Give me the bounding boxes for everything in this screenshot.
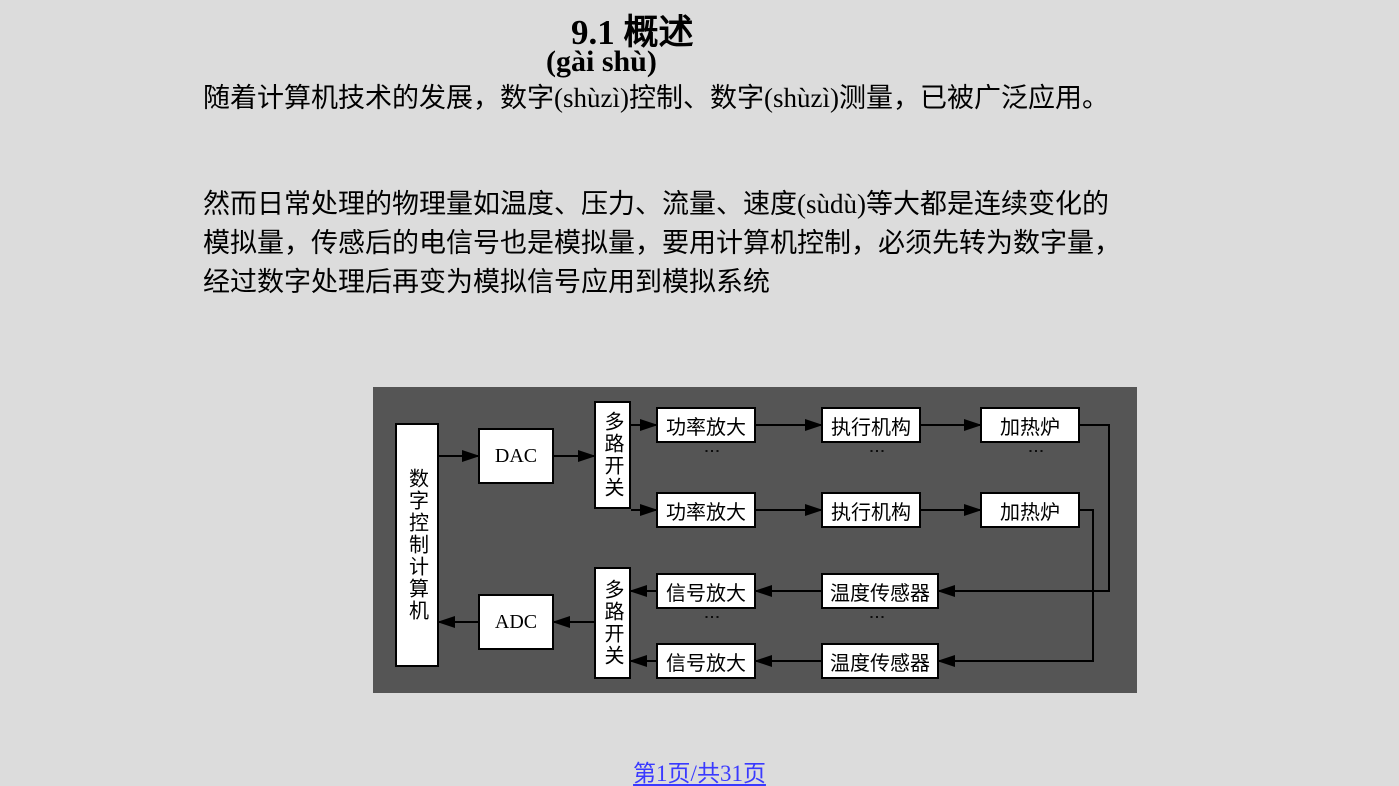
vdots-icon: ⋮ (867, 443, 886, 457)
node-digital-control-computer: 数字控制计算机 (395, 423, 439, 667)
section-subtitle-pinyin: (gài shù) (546, 45, 657, 79)
node-temp-sensor-2: 温度传感器 (821, 643, 939, 679)
node-temp-sensor-1: 温度传感器 (821, 573, 939, 609)
vdots-icon: ⋮ (702, 609, 721, 623)
node-signal-amp-1: 信号放大 (656, 573, 756, 609)
node-adc: ADC (478, 594, 554, 650)
node-mux-in: 多路开关 (594, 567, 631, 679)
vdots-icon: ⋮ (702, 443, 721, 457)
vdots-icon: ⋮ (1026, 443, 1045, 457)
paragraph-2: 然而日常处理的物理量如温度、压力、流量、速度(sùdù)等大都是连续变化的模拟量… (203, 185, 1125, 302)
node-signal-amp-2: 信号放大 (656, 643, 756, 679)
node-power-amp-1: 功率放大 (656, 407, 756, 443)
page-indicator: 第1页/共31页 (633, 754, 766, 786)
node-actuator-1: 执行机构 (821, 407, 921, 443)
node-dac: DAC (478, 428, 554, 484)
paragraph-1: 随着计算机技术的发展，数字(shùzì)控制、数字(shùzì)测量，已被广泛应… (203, 79, 1125, 118)
block-diagram: 数字控制计算机 DAC ADC 多路开关 多路开关 功率放大 功率放大 执行机构… (373, 387, 1137, 693)
node-furnace-2: 加热炉 (980, 492, 1080, 528)
node-furnace-1: 加热炉 (980, 407, 1080, 443)
node-power-amp-2: 功率放大 (656, 492, 756, 528)
node-mux-out: 多路开关 (594, 401, 631, 509)
node-actuator-2: 执行机构 (821, 492, 921, 528)
vdots-icon: ⋮ (867, 609, 886, 623)
